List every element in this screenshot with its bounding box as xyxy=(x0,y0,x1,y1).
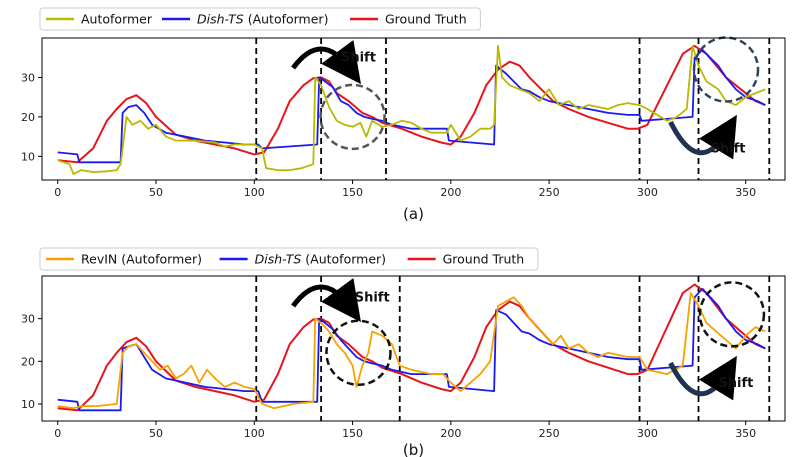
y-axis-ticks: 10 20 30 xyxy=(21,313,42,411)
shift-circles xyxy=(319,36,760,151)
legend-label-0: Autoformer xyxy=(81,12,153,27)
x-tick-label-4: 200 xyxy=(440,427,461,440)
y-tick-label-0: 10 xyxy=(21,150,35,163)
legend-box xyxy=(39,7,481,31)
x-axis-ticks: 0 50 100 150 200 250 300 350 xyxy=(54,180,756,199)
shift-boundary-lines xyxy=(255,38,771,180)
x-tick-label-7: 350 xyxy=(735,186,756,199)
shift-annotations: Shift Shift xyxy=(355,291,754,391)
shift-circle-0 xyxy=(319,83,386,151)
shift-circle-0 xyxy=(325,319,392,387)
x-tick-label-4: 200 xyxy=(440,186,461,199)
x-tick-label-6: 300 xyxy=(637,427,658,440)
y-tick-label-1: 20 xyxy=(21,111,35,124)
x-tick-label-2: 100 xyxy=(244,427,265,440)
x-tick-label-1: 50 xyxy=(149,427,163,440)
legend-label-2: Ground Truth xyxy=(385,12,467,27)
shift-arrow-0 xyxy=(291,278,361,323)
plot-frame xyxy=(41,275,786,422)
y-tick-label-2: 30 xyxy=(21,71,35,84)
x-axis-ticks: 0 50 100 150 200 250 300 350 xyxy=(54,421,756,440)
legend: Autoformer Dish-TS (Autoformer) Ground Tru… xyxy=(39,7,481,31)
shift-arrows xyxy=(291,278,737,401)
shift-arrow-1 xyxy=(668,355,737,401)
x-tick-label-6: 300 xyxy=(637,186,658,199)
x-tick-label-5: 250 xyxy=(539,427,560,440)
panel-label: (b) xyxy=(403,441,424,457)
series-line-0 xyxy=(57,283,766,412)
shift-circle-1 xyxy=(692,36,760,103)
shift-arrow-0 xyxy=(291,40,361,85)
shift-label-0: Shift xyxy=(355,291,390,306)
y-axis-ticks: 10 20 30 xyxy=(21,71,42,163)
x-tick-label-1: 50 xyxy=(149,186,163,199)
plot-frame xyxy=(41,37,786,181)
series-line-0 xyxy=(57,44,766,164)
legend-label-2: Ground Truth xyxy=(443,252,525,267)
panel-label: (a) xyxy=(403,205,424,223)
shift-annotations: Shift Shift xyxy=(341,51,745,157)
series-group xyxy=(57,283,766,412)
legend-label-1: Dish-TS (Autoformer) xyxy=(197,12,328,27)
series-line-2 xyxy=(57,292,766,410)
legend-label-0: RevIN (Autoformer) xyxy=(81,252,202,267)
shift-circle-1 xyxy=(698,281,766,348)
series-line-2 xyxy=(57,45,766,175)
y-tick-label-1: 20 xyxy=(21,355,35,368)
x-tick-label-3: 150 xyxy=(342,186,363,199)
shift-arrows xyxy=(291,40,737,160)
y-tick-label-0: 10 xyxy=(21,398,35,411)
series-line-1 xyxy=(57,287,766,412)
series-group xyxy=(57,44,766,175)
shift-label-1: Shift xyxy=(718,376,753,391)
legend-box xyxy=(39,247,539,271)
x-tick-label-7: 350 xyxy=(735,427,756,440)
shift-circles xyxy=(325,281,766,387)
x-tick-label-0: 0 xyxy=(54,186,61,199)
x-tick-label-2: 100 xyxy=(244,186,265,199)
x-tick-label-3: 150 xyxy=(342,427,363,440)
shift-arrow-1 xyxy=(668,114,737,160)
x-tick-label-0: 0 xyxy=(54,427,61,440)
legend: RevIN (Autoformer) Dish-TS (Autoformer) Gr… xyxy=(39,247,539,271)
legend-label-1: Dish-TS (Autoformer) xyxy=(255,252,386,267)
series-line-1 xyxy=(57,48,766,164)
x-tick-label-5: 250 xyxy=(539,186,560,199)
y-tick-label-2: 30 xyxy=(21,313,35,326)
shift-boundary-lines xyxy=(255,276,771,421)
shift-label-1: Shift xyxy=(711,141,746,156)
shift-label-0: Shift xyxy=(341,51,376,66)
